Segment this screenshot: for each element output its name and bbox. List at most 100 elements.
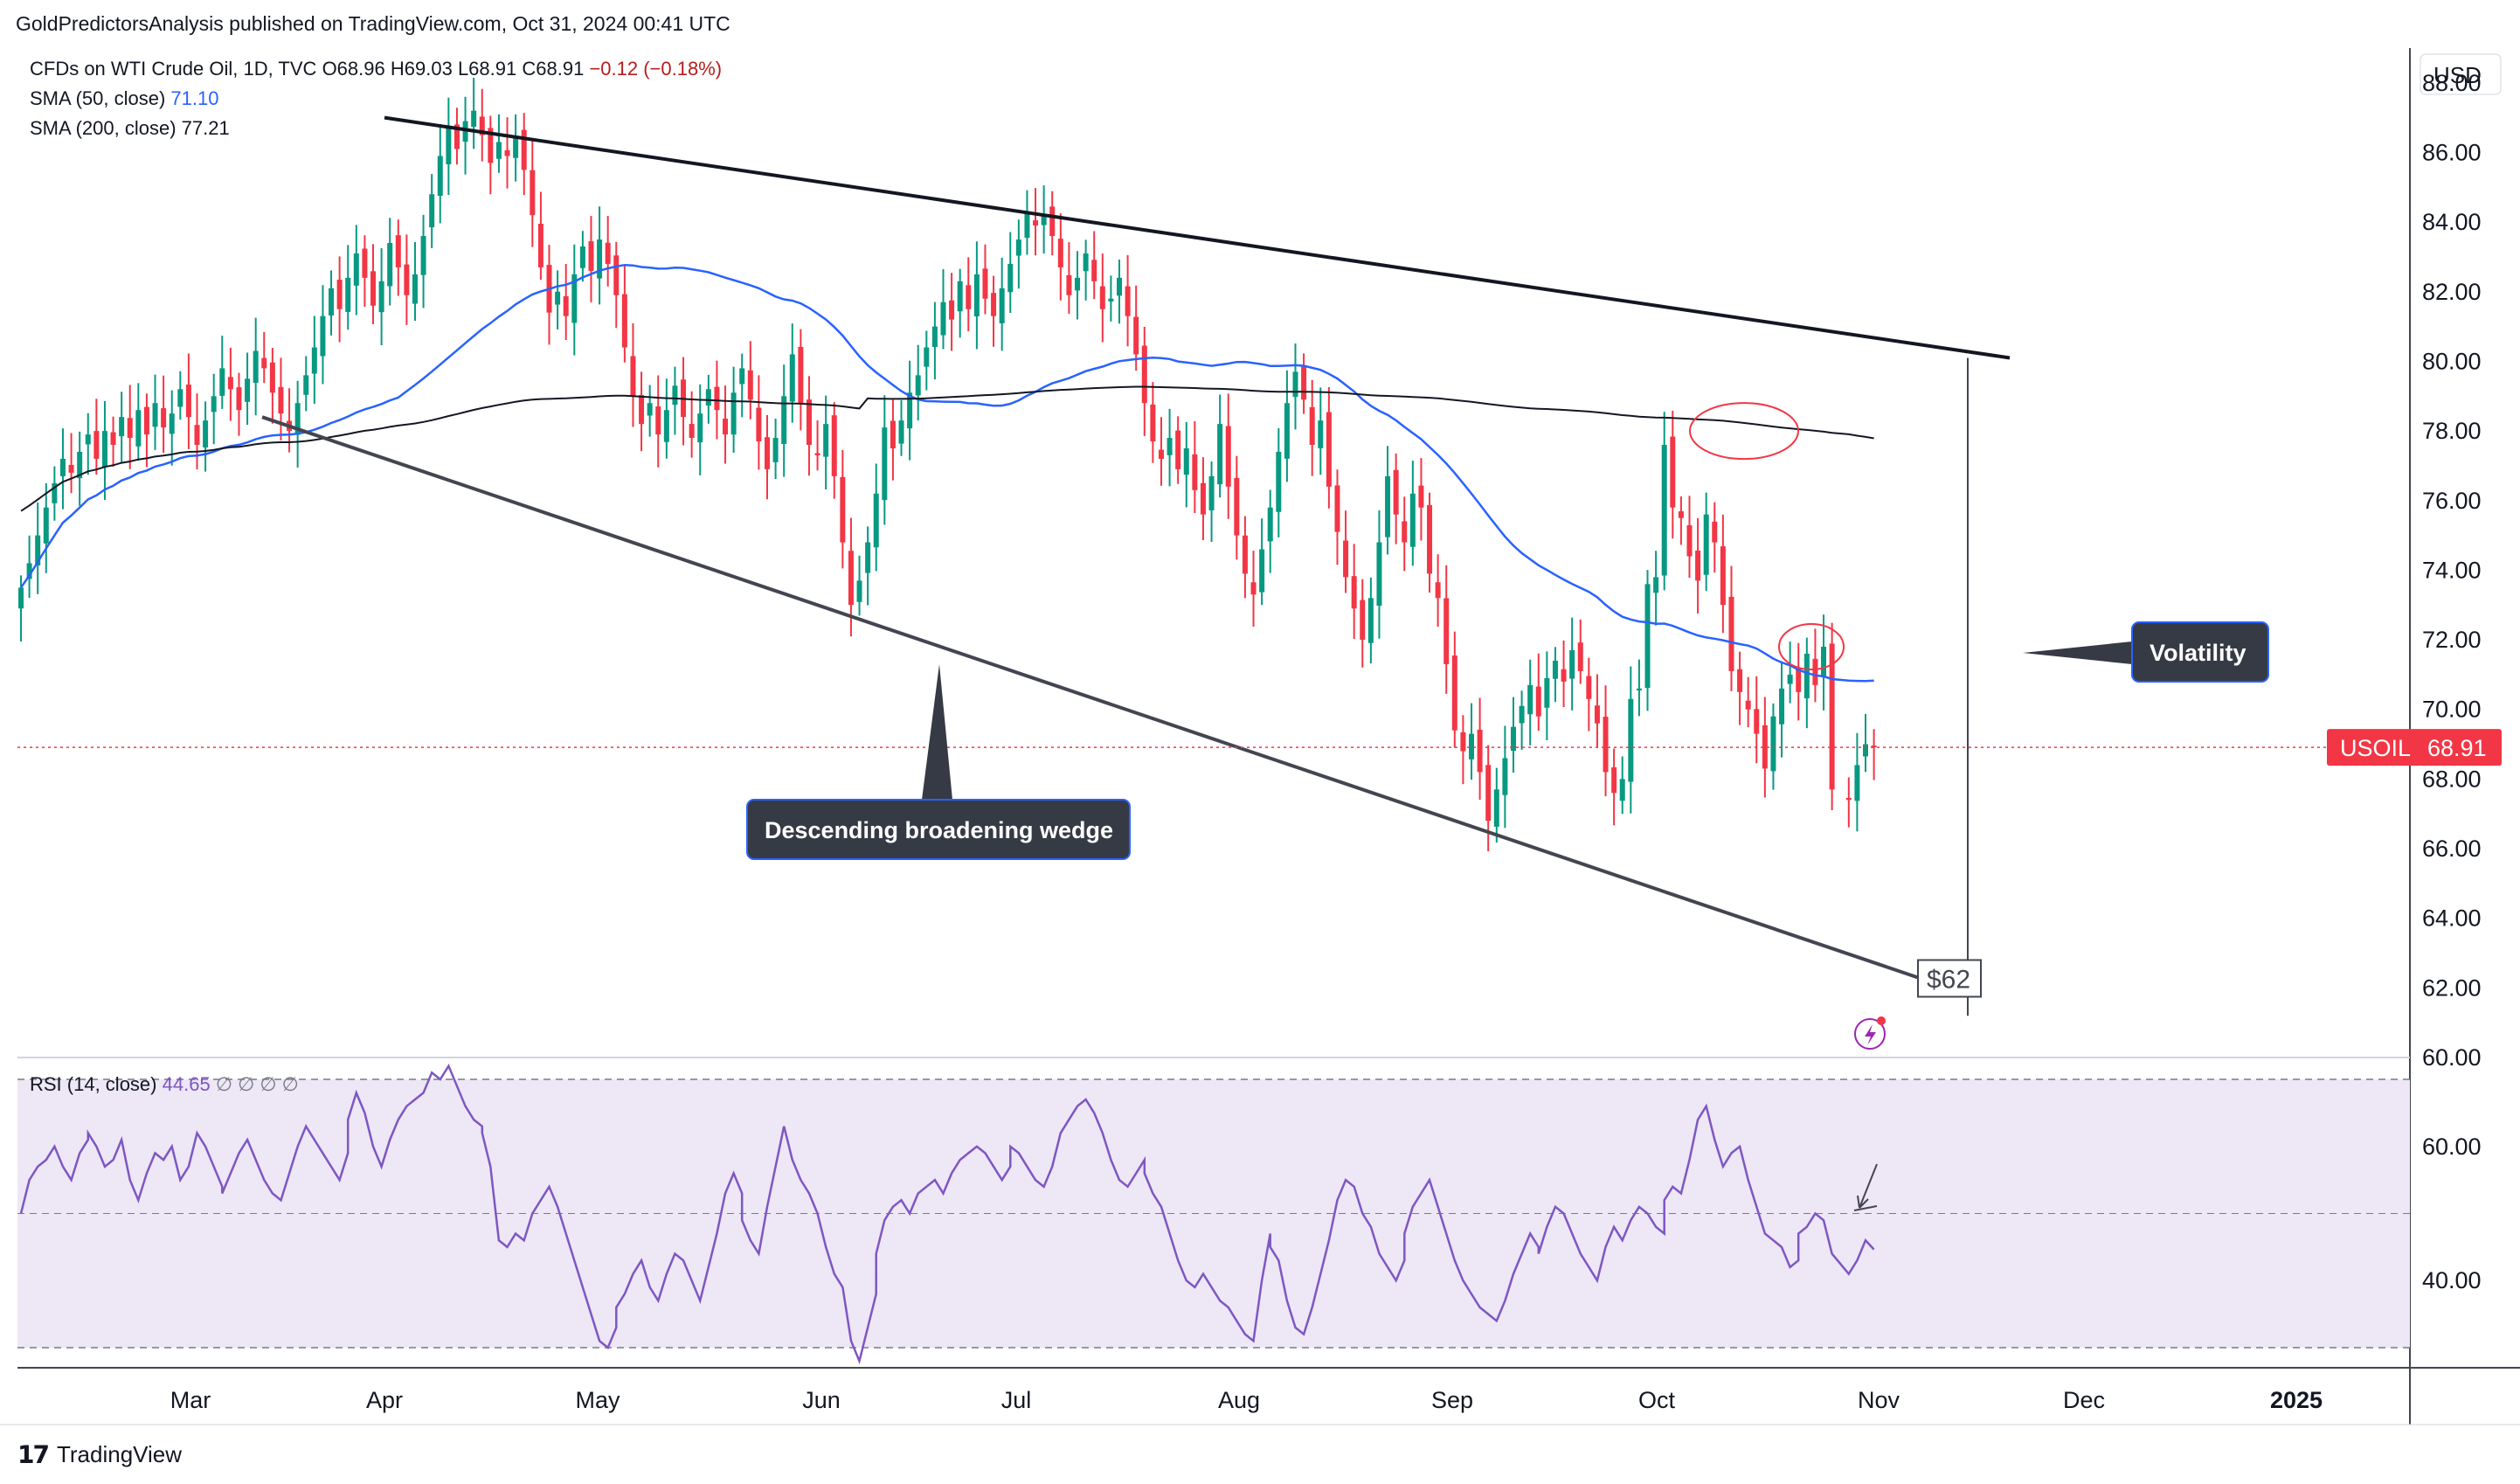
candle-body bbox=[1493, 789, 1499, 827]
tradingview-logo-icon: 𝟭𝟳 bbox=[17, 1441, 50, 1468]
candle-body bbox=[907, 392, 913, 429]
candle-body bbox=[1301, 366, 1307, 400]
candle-body bbox=[579, 246, 585, 268]
candle-body bbox=[1192, 454, 1198, 490]
rsi-band bbox=[17, 1079, 2410, 1348]
candle-body bbox=[1527, 684, 1533, 715]
candle-body bbox=[303, 375, 309, 395]
candle-body bbox=[957, 281, 963, 312]
price-tick-label: 82.00 bbox=[2422, 279, 2482, 305]
candle-body bbox=[1385, 475, 1391, 537]
candle-body bbox=[789, 354, 795, 402]
time-tick-label: Jun bbox=[802, 1387, 841, 1413]
candle-body bbox=[571, 274, 578, 323]
candle-body bbox=[1250, 582, 1257, 595]
candle-body bbox=[597, 239, 603, 279]
candle-body bbox=[1292, 371, 1298, 398]
time-tick-label: Dec bbox=[2063, 1387, 2105, 1413]
target-label: $62 bbox=[1927, 965, 1970, 994]
candle-body bbox=[1577, 642, 1583, 671]
footer: 𝟭𝟳 TradingView bbox=[17, 1440, 182, 1469]
candle-body bbox=[1409, 493, 1416, 547]
time-tick-label: Mar bbox=[170, 1387, 211, 1413]
candle-body bbox=[555, 291, 561, 305]
candle-body bbox=[873, 493, 879, 548]
ohlc-change: −0.12 (−0.18%) bbox=[589, 58, 723, 80]
candle-body bbox=[1334, 485, 1340, 532]
candle-body bbox=[52, 482, 58, 503]
candle-body bbox=[1024, 212, 1030, 239]
candle-body bbox=[764, 437, 770, 469]
candle-body bbox=[1066, 274, 1072, 295]
candle-body bbox=[1402, 521, 1408, 543]
candle-body bbox=[1561, 669, 1567, 682]
candle-body bbox=[1469, 733, 1475, 759]
candle-body bbox=[1133, 316, 1139, 355]
candle-body bbox=[161, 408, 167, 428]
candle-body bbox=[630, 356, 636, 397]
candle-body bbox=[1502, 758, 1508, 795]
candle-body bbox=[1535, 686, 1541, 717]
retest-ellipse bbox=[1778, 623, 1845, 671]
candle-body bbox=[940, 302, 946, 336]
candle-body bbox=[143, 406, 149, 435]
candle-body bbox=[898, 420, 904, 444]
ohlc-close: C68.91 bbox=[522, 58, 585, 80]
time-tick-label: Aug bbox=[1218, 1387, 1260, 1413]
candle-body bbox=[856, 580, 862, 602]
ohlc-open: O68.96 bbox=[322, 58, 385, 80]
candle-body bbox=[479, 116, 485, 135]
candle-body bbox=[798, 346, 804, 404]
candle-body bbox=[345, 277, 351, 312]
candle-body bbox=[429, 194, 435, 228]
candle-body bbox=[77, 452, 83, 479]
candle-body bbox=[320, 316, 326, 357]
price-tick-label: 70.00 bbox=[2422, 697, 2482, 723]
candle-body bbox=[890, 420, 896, 449]
candle-body bbox=[1367, 598, 1374, 643]
candle-body bbox=[1779, 688, 1785, 725]
candle-body bbox=[931, 326, 938, 347]
candle-body bbox=[127, 418, 133, 439]
candle-body bbox=[211, 396, 217, 413]
candle-body bbox=[362, 248, 368, 278]
candle-body bbox=[253, 350, 259, 383]
candle-body bbox=[1653, 577, 1659, 593]
candle-body bbox=[1284, 403, 1290, 459]
candle-body bbox=[882, 427, 888, 501]
candle-body bbox=[1217, 424, 1223, 485]
candle-body bbox=[1812, 658, 1818, 685]
price-tag-box bbox=[2327, 729, 2502, 766]
candle-body bbox=[831, 415, 837, 476]
candle-body bbox=[605, 242, 611, 264]
rsi-arrow-icon bbox=[1853, 1163, 1878, 1211]
currency-label: USD bbox=[2433, 62, 2482, 88]
price-tick-label: 88.00 bbox=[2422, 70, 2482, 96]
candle-body bbox=[982, 268, 988, 299]
candle-body bbox=[714, 386, 720, 411]
candle-body bbox=[1552, 660, 1558, 679]
symbol-legend: CFDs on WTI Crude Oil, 1D, TVC O68.96 H6… bbox=[30, 58, 722, 80]
rsi-tick-label: 40.00 bbox=[2422, 1267, 2482, 1293]
candle-body bbox=[420, 236, 426, 275]
candle-body bbox=[1443, 598, 1450, 664]
time-tick-label: May bbox=[575, 1387, 620, 1413]
candle-body bbox=[261, 357, 267, 369]
candle-body bbox=[1754, 709, 1760, 734]
candle-body bbox=[1796, 668, 1802, 692]
candle-body bbox=[1829, 643, 1835, 790]
time-tick-label: Sep bbox=[1431, 1387, 1473, 1413]
event-dot bbox=[1877, 1016, 1886, 1025]
candle-body bbox=[1745, 700, 1751, 710]
candle-body bbox=[1393, 469, 1399, 515]
candle-body bbox=[311, 347, 317, 374]
candle-body bbox=[639, 394, 645, 425]
rsi-extras: ∅ ∅ ∅ ∅ bbox=[215, 1073, 299, 1095]
candle-body bbox=[1326, 412, 1332, 487]
candle-body bbox=[93, 431, 100, 459]
time-tick-label: Nov bbox=[1858, 1387, 1900, 1413]
candle-body bbox=[537, 224, 543, 267]
candle-body bbox=[1477, 729, 1483, 773]
